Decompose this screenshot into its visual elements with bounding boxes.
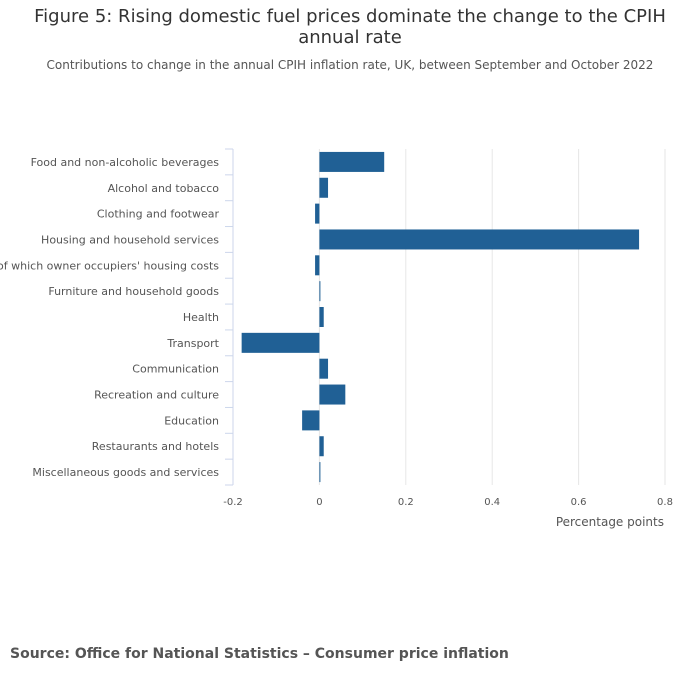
bar-9[interactable] bbox=[319, 384, 346, 405]
category-label: Recreation and culture bbox=[94, 389, 219, 402]
category-label: Food and non-alcoholic beverages bbox=[31, 156, 220, 169]
bar-6[interactable] bbox=[319, 307, 324, 327]
chart-subtitle: Contributions to change in the annual CP… bbox=[46, 58, 654, 72]
x-tick-label: 0 bbox=[316, 497, 322, 508]
bar-8[interactable] bbox=[319, 358, 329, 379]
category-label: Communication bbox=[132, 363, 219, 376]
category-label: Health bbox=[183, 311, 219, 324]
category-label: Education bbox=[164, 414, 219, 427]
category-label: Housing and household services bbox=[41, 233, 219, 246]
chart-title: Figure 5: Rising domestic fuel prices do… bbox=[34, 6, 666, 48]
category-label: Alcohol and tobacco bbox=[108, 182, 220, 195]
category-label: Transport bbox=[166, 337, 219, 350]
bar-3[interactable] bbox=[319, 229, 640, 250]
bar-2[interactable] bbox=[315, 203, 320, 224]
bar-1[interactable] bbox=[319, 177, 329, 198]
bar-5[interactable] bbox=[319, 281, 321, 302]
x-tick-label: 0.2 bbox=[398, 497, 414, 508]
source-note: Source: Office for National Statistics –… bbox=[10, 646, 509, 662]
bar-11[interactable] bbox=[319, 436, 324, 457]
bar-12[interactable] bbox=[319, 462, 321, 483]
x-tick-label: 0.4 bbox=[484, 497, 500, 508]
x-axis-label: Percentage points bbox=[556, 515, 664, 529]
bar-0[interactable] bbox=[319, 151, 385, 172]
category-label: Clothing and footwear bbox=[97, 208, 220, 221]
bar-4[interactable] bbox=[315, 255, 320, 276]
bar-chart: -0.2 0 0.2 0.4 0.6 0.8 Food and non-alcoholic … bbox=[0, 148, 673, 529]
category-label: Restaurants and hotels bbox=[92, 440, 219, 453]
x-tick-label: -0.2 bbox=[223, 497, 243, 508]
category-label: Furniture and household goods bbox=[48, 285, 219, 298]
bar-10[interactable] bbox=[302, 410, 320, 431]
x-tick-label: 0.8 bbox=[657, 497, 673, 508]
bar-7[interactable] bbox=[241, 332, 320, 353]
category-label: of which owner occupiers' housing costs bbox=[0, 259, 219, 272]
category-label: Miscellaneous goods and services bbox=[32, 466, 219, 479]
x-tick-label: 0.6 bbox=[571, 497, 587, 508]
